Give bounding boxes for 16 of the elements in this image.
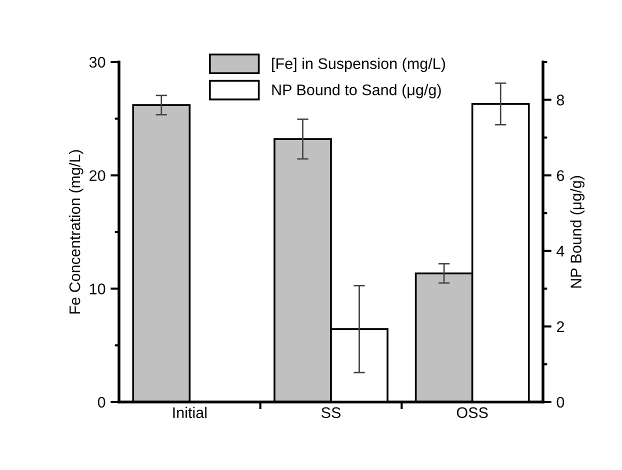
- y-tick-label: 0: [98, 396, 106, 408]
- y-tick-label: 10: [90, 284, 106, 294]
- x-tick-label: SS: [322, 407, 340, 418]
- y2-tick-label: 4: [556, 246, 564, 256]
- y2-tick-label: 2: [556, 321, 564, 332]
- legend-label: [Fe] in Suspension (mg/L): [272, 58, 445, 72]
- y2-tick-label: 8: [556, 94, 564, 106]
- y-tick-label: 30: [89, 56, 106, 68]
- x-tick-label: Initial: [173, 406, 206, 418]
- y-tick-label: 20: [90, 170, 106, 182]
- y-axis-title: Fe Concentration (mg/L): [69, 150, 84, 314]
- y2-axis-title: NP Bound (μg/g): [570, 176, 584, 288]
- y2-tick-label: 0: [556, 396, 564, 408]
- legend-label: NP Bound to Sand (μg/g): [272, 84, 441, 98]
- y2-tick-label: 6: [556, 170, 564, 182]
- x-tick-label: OSS: [456, 407, 488, 418]
